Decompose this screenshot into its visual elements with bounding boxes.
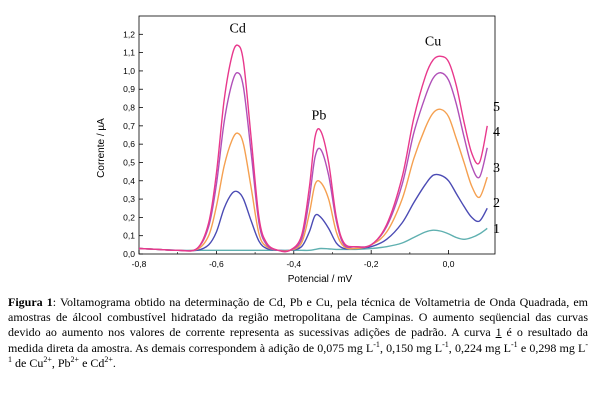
ion-superscript: 2+	[70, 354, 80, 364]
y-tick-label: 0,8	[123, 103, 135, 113]
voltammogram-chart: -0,8 -0,6 -0,4 -0,2 0,0 0,0 0,1 0,2 0,3 0,4 0,5 0,6…	[96, 15, 500, 285]
series-line-2	[138, 173, 488, 252]
ion-superscript: 2+	[43, 354, 52, 364]
curve-label-5: 5	[493, 100, 500, 115]
series-line-3	[138, 108, 488, 252]
voltammogram-figure: -0,8 -0,6 -0,4 -0,2 0,0 0,0 0,1 0,2 0,3 0,4 0,5 0,6…	[96, 15, 500, 285]
y-tick-label: 0,5	[123, 157, 135, 167]
y-tick-label: 1,2	[123, 29, 135, 39]
caption-text-7: , Pb	[51, 355, 71, 370]
y-tick-label: 0,0	[123, 249, 135, 259]
caption-text-9: .	[112, 355, 116, 370]
unit-superscript: -1	[373, 339, 380, 349]
series-line-5	[138, 44, 488, 253]
caption-text-2: é o resultado da medida direta da amostr…	[8, 325, 589, 355]
y-tick-label: 0,3	[123, 194, 135, 204]
curve-label-1: 1	[493, 222, 500, 237]
peak-label-pb: Pb	[312, 108, 327, 123]
x-tick-label: -0,8	[132, 259, 147, 269]
unit-superscript: -1	[8, 339, 589, 364]
peak-label-cd: Cd	[230, 21, 246, 36]
caption-text-3: , 0,150 mg L	[379, 340, 443, 355]
chart-labels: Cd Pb Cu 1 2 3 4 5	[230, 21, 500, 237]
curve-label-4: 4	[493, 125, 500, 140]
x-tick-label: -0,2	[364, 259, 379, 269]
y-tick-label: 0,4	[123, 176, 135, 186]
caption-text-1: : Voltamograma obtido na determinação de…	[8, 295, 588, 340]
caption-curve-ref: 1	[495, 325, 502, 340]
ion-superscript: 2+	[104, 354, 113, 364]
caption-text-4: , 0,224 mg L	[448, 340, 511, 355]
curve-label-3: 3	[493, 161, 500, 176]
peak-label-cu: Cu	[425, 34, 441, 49]
unit-superscript: -1	[442, 339, 449, 349]
y-tick-label: 0,2	[123, 212, 135, 222]
x-tick-label: -0,6	[209, 259, 224, 269]
x-axis-title: Potencial / mV	[288, 274, 353, 285]
y-tick-label: 0,7	[123, 121, 135, 131]
y-tick-label: 1,0	[123, 66, 135, 76]
series-line-4	[138, 72, 488, 253]
caption-label: Figura 1	[8, 295, 53, 309]
x-tick-label: 0,0	[443, 259, 455, 269]
series-lines	[138, 44, 488, 253]
y-tick-label: 1,1	[123, 48, 135, 58]
y-tick-label: 0,6	[123, 139, 135, 149]
unit-superscript: -1	[510, 339, 518, 349]
y-tick-label: 0,9	[123, 84, 135, 94]
figure-caption: Figura 1: Voltamograma obtido na determi…	[8, 295, 588, 371]
x-tick-label: -0,4	[286, 259, 301, 269]
axis-ticks: -0,8 -0,6 -0,4 -0,2 0,0 0,0 0,1 0,2 0,3 0,4 0,5 0,6…	[123, 29, 455, 269]
caption-text-5: e 0,298 mg L	[517, 340, 586, 355]
curve-label-2: 2	[493, 196, 500, 211]
caption-text-6: de Cu	[12, 355, 44, 370]
caption-text-8: e Cd	[79, 355, 105, 370]
y-axis-title: Corrente / µA	[96, 118, 107, 178]
series-line-1	[138, 227, 488, 252]
y-tick-label: 0,1	[123, 231, 135, 241]
plot-frame	[138, 15, 496, 255]
